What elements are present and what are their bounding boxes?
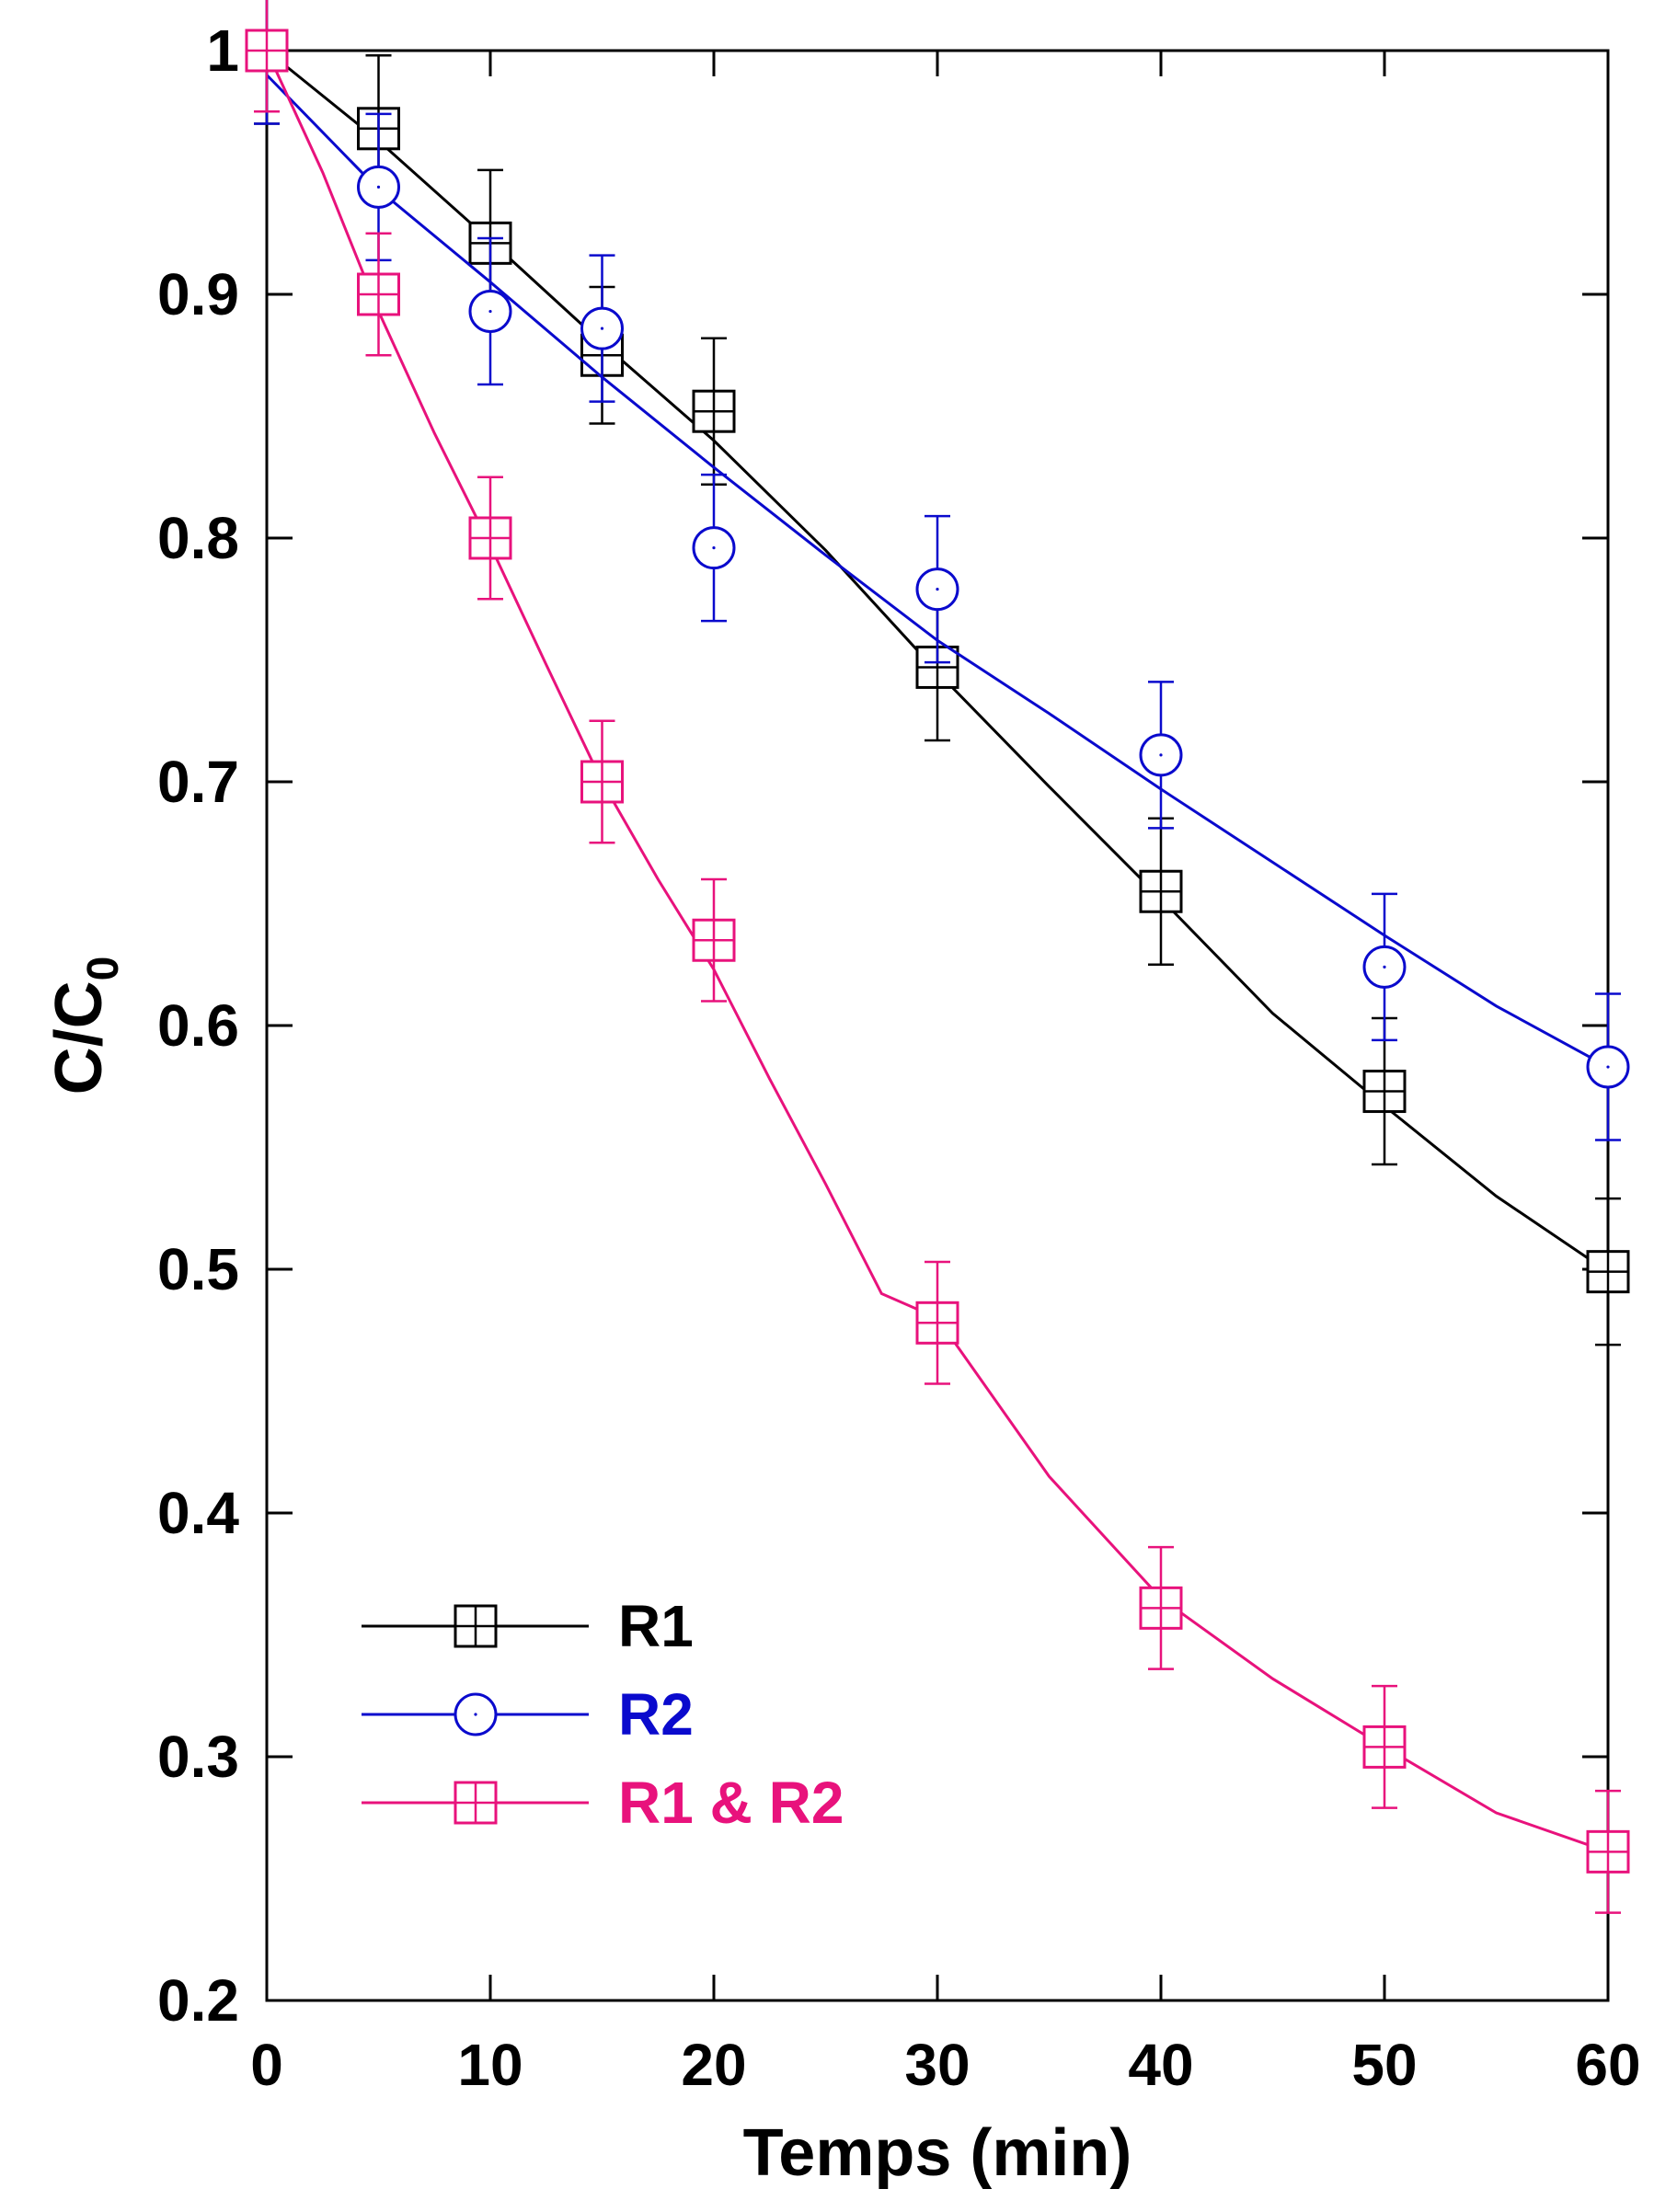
marker-dot — [600, 327, 604, 330]
data-point — [692, 389, 736, 433]
data-point — [1362, 1070, 1407, 1114]
y-tick-label: 0.7 — [157, 749, 239, 815]
marker-dot — [936, 588, 939, 591]
data-point — [692, 918, 736, 962]
marker-dot — [1383, 965, 1386, 968]
x-tick-label: 10 — [457, 2032, 523, 2098]
legend-label: R1 — [618, 1593, 694, 1659]
svg-text:C/C0: C/C0 — [42, 957, 128, 1095]
axis-tick-labels: 0 10 20 30 40 50 60 0.2 0.3 0.4 0.5 0.6 0.7 0.8 0.9 1 — [157, 17, 1641, 2098]
x-tick-label: 30 — [904, 2032, 970, 2098]
series-layer — [245, 0, 1630, 1914]
legend-item-3: R1 & R2 — [362, 1770, 844, 1836]
series-2 — [245, 0, 1630, 1141]
data-point — [1586, 1045, 1630, 1089]
data-point — [692, 526, 736, 570]
data-point — [1362, 1725, 1407, 1769]
y-tick-label: 0.6 — [157, 992, 239, 1059]
y-axis-title-subscript: 0 — [79, 957, 128, 981]
data-point — [468, 516, 512, 560]
data-point — [580, 306, 624, 350]
data-point — [245, 29, 289, 73]
series-1 — [245, 0, 1630, 1347]
data-point — [915, 567, 959, 612]
data-point — [1139, 869, 1183, 913]
y-tick-label: 0.9 — [157, 261, 239, 327]
data-point — [1139, 1586, 1183, 1630]
marker-dot — [712, 546, 716, 550]
data-point — [1362, 945, 1407, 989]
y-axis-title-main: C/C — [42, 980, 116, 1095]
y-tick-label: 0.3 — [157, 1724, 239, 1790]
legend: R1 R2 R1 & R2 — [362, 1593, 844, 1836]
series-line — [265, 50, 1609, 1853]
legend-item-1: R1 — [362, 1593, 694, 1659]
series-3 — [245, 0, 1630, 1914]
data-point — [580, 760, 624, 804]
x-tick-label: 0 — [250, 2032, 283, 2098]
legend-marker — [454, 1692, 498, 1736]
legend-item-2: R2 — [362, 1681, 694, 1748]
marker-dot — [474, 1713, 477, 1716]
x-tick-label: 60 — [1575, 2032, 1640, 2098]
y-tick-label: 0.4 — [157, 1480, 239, 1546]
data-point — [1139, 733, 1183, 777]
y-tick-label: 0.8 — [157, 505, 239, 571]
y-tick-label: 0.2 — [157, 1967, 239, 2034]
data-point — [357, 272, 400, 316]
marker-dot — [488, 309, 492, 314]
legend-marker — [454, 1604, 498, 1648]
legend-label: R1 & R2 — [618, 1770, 844, 1836]
data-point — [357, 165, 400, 209]
marker-dot — [376, 185, 381, 189]
data-point — [468, 290, 512, 334]
marker-dot — [1159, 753, 1163, 757]
data-point — [1586, 1250, 1630, 1294]
x-tick-label: 50 — [1351, 2032, 1417, 2098]
x-tick-label: 20 — [681, 2032, 746, 2098]
legend-marker — [454, 1781, 498, 1825]
y-tick-label: 0.5 — [157, 1236, 239, 1302]
x-axis-title: Temps (min) — [743, 2116, 1132, 2190]
data-point — [915, 1301, 959, 1345]
data-point — [1586, 1829, 1630, 1874]
legend-label: R2 — [618, 1681, 694, 1748]
marker-dot — [1606, 1065, 1610, 1069]
y-tick-label: 1 — [206, 17, 239, 84]
x-tick-label: 40 — [1128, 2032, 1193, 2098]
y-axis-title: C/C0 — [42, 957, 128, 1095]
